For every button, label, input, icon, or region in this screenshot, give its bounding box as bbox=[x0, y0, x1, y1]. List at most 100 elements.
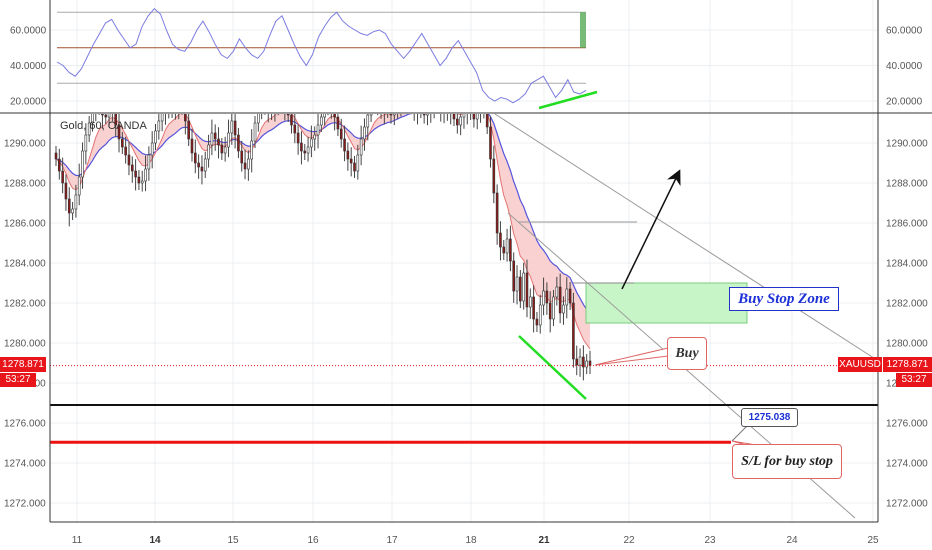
candle-body bbox=[578, 356, 582, 366]
candle-body bbox=[247, 158, 250, 170]
candle-body bbox=[330, 99, 332, 107]
price-tick-label-right: 1286.000 bbox=[886, 219, 928, 230]
date-tick-label: 21 bbox=[538, 535, 550, 546]
candle-body bbox=[519, 276, 522, 302]
candle-body bbox=[274, 105, 276, 113]
candle-body bbox=[107, 114, 111, 118]
price-tick-label-right: 1276.000 bbox=[886, 419, 928, 430]
current-price-left-badge: 1278.871 bbox=[0, 357, 46, 372]
candle-body bbox=[363, 126, 366, 140]
candle-body bbox=[300, 142, 303, 152]
buy-callout-pointer bbox=[594, 347, 669, 366]
candle-body bbox=[407, 99, 409, 105]
osc-tick-label-right: 20.0000 bbox=[886, 97, 923, 108]
candle-body bbox=[284, 101, 286, 107]
candle-body bbox=[380, 105, 382, 107]
candle-body bbox=[187, 120, 190, 140]
candle-body bbox=[483, 101, 485, 105]
candle-body bbox=[450, 103, 452, 111]
candle-body bbox=[565, 288, 569, 306]
candle-body bbox=[257, 114, 260, 124]
candle-body bbox=[313, 134, 317, 140]
candle-body bbox=[184, 114, 187, 122]
buy-callout: Buy bbox=[667, 337, 707, 370]
buy-stop-zone bbox=[585, 282, 748, 324]
ma-ribbon bbox=[56, 114, 590, 350]
date-tick-label: 16 bbox=[307, 535, 319, 546]
candle-body bbox=[230, 120, 234, 134]
candle-body bbox=[353, 162, 356, 172]
price-tick-label-right: 1290.000 bbox=[886, 139, 928, 150]
candle-body bbox=[271, 109, 273, 113]
candle-body bbox=[197, 162, 200, 168]
candle-body bbox=[356, 154, 360, 172]
candle-body bbox=[459, 116, 462, 126]
candle-body bbox=[67, 198, 71, 214]
oscillator-panel bbox=[56, 7, 598, 110]
oscillator-highlight bbox=[580, 12, 586, 48]
date-tick-label: 22 bbox=[623, 535, 635, 546]
candle-body bbox=[485, 114, 489, 128]
candle-body bbox=[64, 182, 68, 200]
date-tick-label: 15 bbox=[227, 535, 239, 546]
oscillator-divergence-line bbox=[538, 90, 598, 110]
candle-body bbox=[74, 194, 78, 210]
date-tick-label: 24 bbox=[786, 535, 798, 546]
candle-body bbox=[440, 107, 442, 113]
candle-body bbox=[117, 124, 121, 140]
candle-body bbox=[147, 154, 151, 170]
candle-body bbox=[548, 302, 552, 320]
date-tick-label: 23 bbox=[704, 535, 716, 546]
candle-body bbox=[168, 99, 170, 105]
candle-body bbox=[568, 288, 572, 304]
candle-body bbox=[366, 114, 370, 128]
candle-body bbox=[499, 232, 502, 248]
candle-body bbox=[233, 120, 237, 136]
candle-body bbox=[237, 134, 240, 152]
candle-body bbox=[512, 260, 516, 292]
osc-tick-label-left: 60.0000 bbox=[10, 26, 47, 37]
candles bbox=[54, 99, 592, 381]
price-panel bbox=[54, 99, 592, 381]
candle-body bbox=[383, 107, 385, 111]
candle-body bbox=[535, 318, 539, 326]
candle-body bbox=[505, 238, 509, 254]
candle-body bbox=[127, 154, 131, 166]
trendline-upper bbox=[494, 113, 881, 363]
price-tick-label-left: 1290.000 bbox=[4, 139, 46, 150]
candle-body bbox=[413, 103, 415, 109]
price-tick-label-right: 1272.000 bbox=[886, 499, 928, 510]
candle-body bbox=[174, 109, 176, 111]
price-tick-label-left: 1288.000 bbox=[4, 179, 46, 190]
candle-body bbox=[316, 124, 320, 136]
drawing-overlays bbox=[50, 113, 881, 519]
candle-body bbox=[290, 114, 293, 126]
date-tick-label: 17 bbox=[386, 535, 398, 546]
candle-body bbox=[343, 138, 346, 152]
candle-body bbox=[377, 99, 379, 105]
candle-body bbox=[403, 101, 405, 105]
candle-body bbox=[154, 130, 157, 144]
candle-body bbox=[393, 114, 396, 116]
candle-body bbox=[397, 103, 399, 107]
date-tick-label: 18 bbox=[465, 535, 477, 546]
candle-body bbox=[171, 105, 173, 111]
candle-body bbox=[430, 105, 432, 111]
candle-body bbox=[91, 114, 94, 124]
candle-body bbox=[562, 304, 565, 314]
candle-body bbox=[552, 296, 555, 320]
candle-body bbox=[545, 290, 549, 304]
candle-body bbox=[515, 276, 519, 292]
candle-body bbox=[495, 192, 499, 234]
stop-loss-price-tag: 1275.038 bbox=[741, 408, 798, 427]
candle-body bbox=[558, 286, 562, 314]
candle-body bbox=[194, 152, 197, 164]
ma-fast-line bbox=[55, 114, 591, 350]
current-price-right-badge: 1278.871 bbox=[883, 357, 932, 372]
candle-body bbox=[137, 176, 141, 184]
candle-body bbox=[207, 144, 210, 160]
candle-body bbox=[555, 286, 559, 298]
candle-body bbox=[320, 116, 323, 126]
symbol-tag: XAUUSD bbox=[838, 357, 882, 372]
candle-body bbox=[243, 162, 247, 170]
